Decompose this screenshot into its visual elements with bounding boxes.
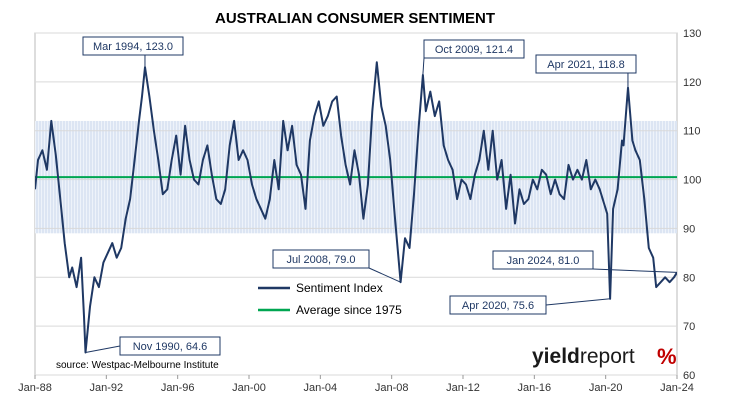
y-axis: 60 70 80 90 100 110 120 130: [683, 28, 701, 382]
legend-label-sentiment: Sentiment Index: [296, 281, 383, 295]
legend: Sentiment Index Average since 1975: [258, 281, 402, 317]
callout-label: Apr 2021, 118.8: [547, 59, 624, 71]
callout-box: [272, 249, 370, 269]
x-tick-label: Jan-16: [518, 382, 552, 394]
chart-title: AUSTRALIAN CONSUMER SENTIMENT: [215, 10, 495, 27]
callout-label: Oct 2009, 121.4: [435, 44, 513, 56]
y-tick-label: 90: [683, 223, 695, 235]
callout-box: [535, 54, 637, 74]
callout-label: Nov 1990, 64.6: [133, 341, 208, 353]
y-tick-label: 110: [683, 126, 701, 138]
sentiment-index-line: [35, 61, 677, 354]
callout-box: [119, 336, 221, 356]
callout-box: [82, 36, 184, 56]
x-tick-label: Jan-04: [304, 382, 338, 394]
callout-label: Apr 2020, 75.6: [462, 300, 534, 312]
callout-label: Jan 2024, 81.0: [507, 255, 580, 267]
x-tick-label: Jan-20: [589, 382, 623, 394]
callouts: Mar 1994, 123.0 Oct 2009, 121.4 Apr 2021, …: [82, 36, 637, 356]
svg-text:yieldreport: yieldreport: [532, 345, 635, 368]
leader-lines: [85, 55, 678, 354]
legend-label-average: Average since 1975: [296, 303, 402, 317]
source-note: source: Westpac-Melbourne Institute: [56, 360, 219, 371]
y-tick-label: 120: [683, 77, 701, 89]
x-tick-label: Jan-00: [232, 382, 266, 394]
callout-leader: [592, 268, 678, 273]
y-tick-label: 70: [683, 321, 695, 333]
x-tick-label: Jan-24: [660, 382, 694, 394]
callout-box: [423, 39, 525, 59]
logo-percent-icon: %: [657, 344, 677, 369]
x-tick-label: Jan-96: [161, 382, 195, 394]
y-tick-label: 60: [683, 370, 695, 382]
y-tick-label: 100: [683, 175, 701, 187]
logo-text-report: report: [580, 345, 635, 368]
callout-leader: [422, 57, 425, 76]
y-tick-label: 80: [683, 272, 695, 284]
x-tick-label: Jan-08: [375, 382, 409, 394]
logo-text-yield: yield: [532, 345, 580, 368]
series-group: [35, 61, 677, 354]
callout-leader: [545, 298, 611, 306]
x-tick-label: Jan-92: [90, 382, 124, 394]
x-axis: Jan-88 Jan-92 Jan-96 Jan-00 Jan-04 Jan-08 Jan-…: [18, 375, 694, 394]
x-tick-label: Jan-88: [18, 382, 52, 394]
callout-label: Mar 1994, 123.0: [93, 41, 173, 53]
callout-leader: [368, 267, 401, 283]
yieldreport-logo: yieldreport %: [532, 344, 677, 369]
callout-leader: [85, 345, 121, 354]
callout-box: [449, 295, 547, 315]
callout-box: [492, 250, 594, 270]
grid: [35, 32, 677, 376]
x-tick-label: Jan-12: [446, 382, 480, 394]
y-tick-label: 130: [683, 28, 701, 40]
callout-label: Jul 2008, 79.0: [286, 254, 355, 266]
